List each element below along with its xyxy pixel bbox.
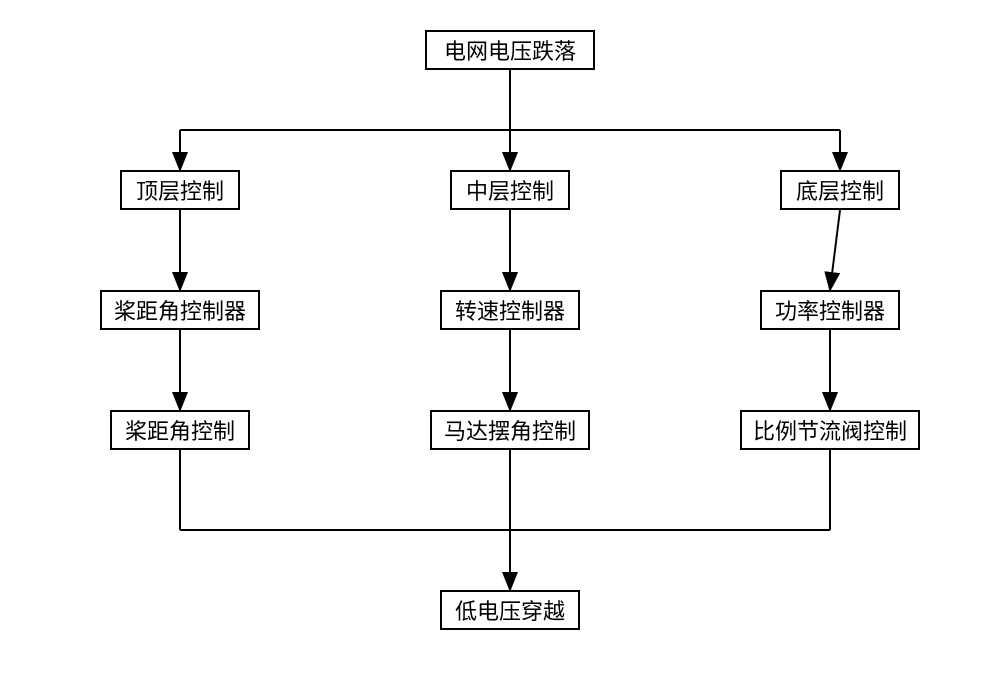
node-m3: 马达摆角控制 [430, 410, 590, 450]
node-l2: 桨距角控制器 [100, 290, 260, 330]
node-l3: 桨距角控制 [110, 410, 250, 450]
node-bottom: 低电压穿越 [440, 590, 580, 630]
node-r1: 底层控制 [780, 170, 900, 210]
node-top: 电网电压跌落 [425, 30, 595, 70]
node-m2: 转速控制器 [440, 290, 580, 330]
node-r2: 功率控制器 [760, 290, 900, 330]
node-l1: 顶层控制 [120, 170, 240, 210]
node-r3: 比例节流阀控制 [740, 410, 920, 450]
node-m1: 中层控制 [450, 170, 570, 210]
